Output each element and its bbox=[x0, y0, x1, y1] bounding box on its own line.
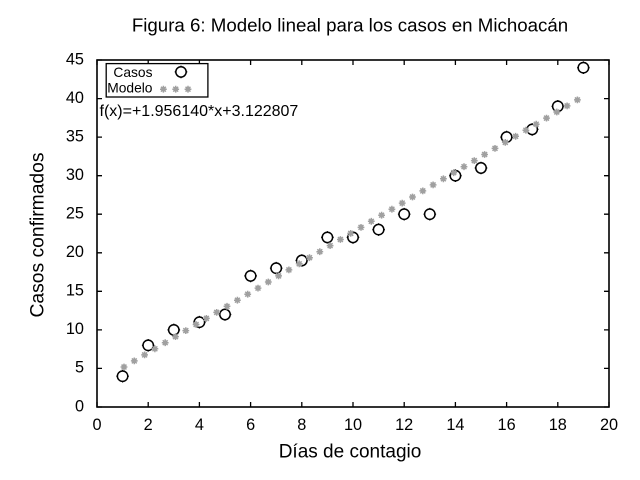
svg-text:Modelo: Modelo bbox=[107, 80, 153, 95]
svg-text:25: 25 bbox=[66, 205, 84, 223]
svg-text:12: 12 bbox=[395, 416, 413, 434]
svg-text:30: 30 bbox=[66, 166, 84, 184]
svg-text:35: 35 bbox=[66, 127, 84, 145]
svg-text:2: 2 bbox=[144, 416, 153, 434]
svg-text:Días de contagio: Días de contagio bbox=[279, 442, 422, 463]
svg-text:10: 10 bbox=[66, 320, 84, 338]
svg-text:4: 4 bbox=[195, 416, 204, 434]
svg-text:40: 40 bbox=[66, 89, 84, 107]
svg-text:0: 0 bbox=[75, 397, 84, 415]
svg-text:0: 0 bbox=[92, 416, 101, 434]
svg-text:20: 20 bbox=[66, 243, 84, 261]
svg-text:f(x)=+1.956140*x+3.122807: f(x)=+1.956140*x+3.122807 bbox=[100, 103, 299, 120]
svg-text:Casos confirmados: Casos confirmados bbox=[28, 152, 49, 317]
svg-text:Casos: Casos bbox=[113, 65, 152, 80]
svg-text:20: 20 bbox=[600, 416, 618, 434]
svg-text:10: 10 bbox=[344, 416, 362, 434]
svg-text:16: 16 bbox=[498, 416, 516, 434]
svg-text:45: 45 bbox=[66, 50, 84, 68]
svg-text:8: 8 bbox=[297, 416, 306, 434]
svg-text:14: 14 bbox=[446, 416, 464, 434]
svg-text:15: 15 bbox=[66, 282, 84, 300]
svg-text:5: 5 bbox=[75, 359, 84, 377]
svg-text:18: 18 bbox=[549, 416, 567, 434]
svg-text:Figura 6: Modelo lineal para l: Figura 6: Modelo lineal para los casos e… bbox=[132, 15, 568, 36]
svg-text:6: 6 bbox=[246, 416, 255, 434]
